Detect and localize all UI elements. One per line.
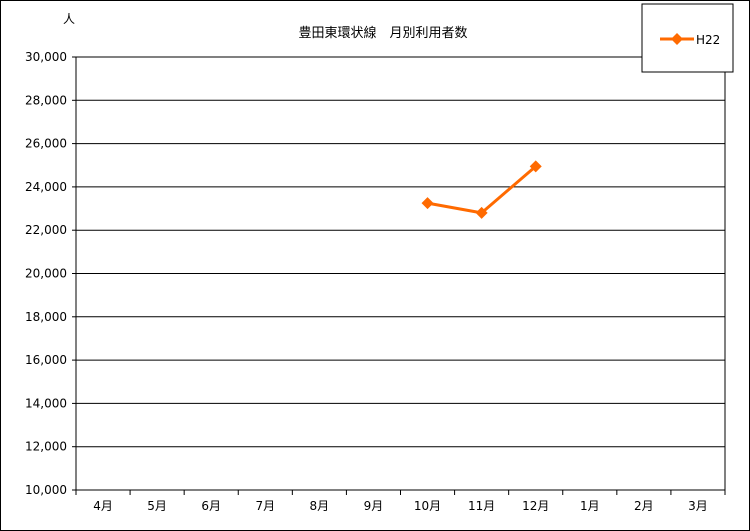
legend-label-h22: H22 [696, 33, 720, 47]
legend: H22 [641, 3, 734, 73]
x-tick-label: 4月 [93, 499, 113, 513]
x-tick-label: 9月 [364, 499, 384, 513]
legend-marker-h22 [671, 33, 683, 45]
y-tick-label: 10,000 [25, 483, 67, 497]
data-point [421, 197, 434, 210]
x-tick-label: 10月 [414, 499, 441, 513]
data-point [475, 206, 488, 219]
y-axis: 10,000 12,000 14,000 16,000 18,000 20,000 22,0… [25, 50, 76, 497]
x-tick-label: 2月 [634, 499, 654, 513]
y-tick-label: 16,000 [25, 353, 67, 367]
y-tick-label: 14,000 [25, 396, 67, 410]
data-point [529, 160, 542, 173]
gridlines [76, 56, 725, 491]
y-tick-label: 26,000 [25, 137, 67, 151]
x-tick-label: 6月 [201, 499, 221, 513]
y-axis-unit-label: 人 [63, 12, 75, 26]
x-tick-label: 7月 [255, 499, 275, 513]
x-tick-label: 1月 [580, 499, 600, 513]
y-tick-label: 12,000 [25, 440, 67, 454]
y-tick-label: 28,000 [25, 93, 67, 107]
y-tick-label: 24,000 [25, 180, 67, 194]
y-tick-label: 22,000 [25, 223, 67, 237]
x-tick-label: 11月 [468, 499, 495, 513]
chart-title: 豊田東環状線 月別利用者数 [298, 25, 467, 41]
x-tick-label: 12月 [522, 499, 549, 513]
x-tick-label: 5月 [147, 499, 167, 513]
x-tick-label: 3月 [688, 499, 708, 513]
y-tick-label: 18,000 [25, 310, 67, 324]
series-layer [421, 160, 542, 219]
y-tick-label: 20,000 [25, 267, 67, 281]
y-tick-label: 30,000 [25, 50, 67, 64]
x-axis: 4月 5月 6月 7月 8月 9月 10月 11月 12月 1月 2月 3月 [75, 490, 726, 513]
x-tick-label: 8月 [310, 499, 330, 513]
series-line-h22 [427, 165, 537, 215]
